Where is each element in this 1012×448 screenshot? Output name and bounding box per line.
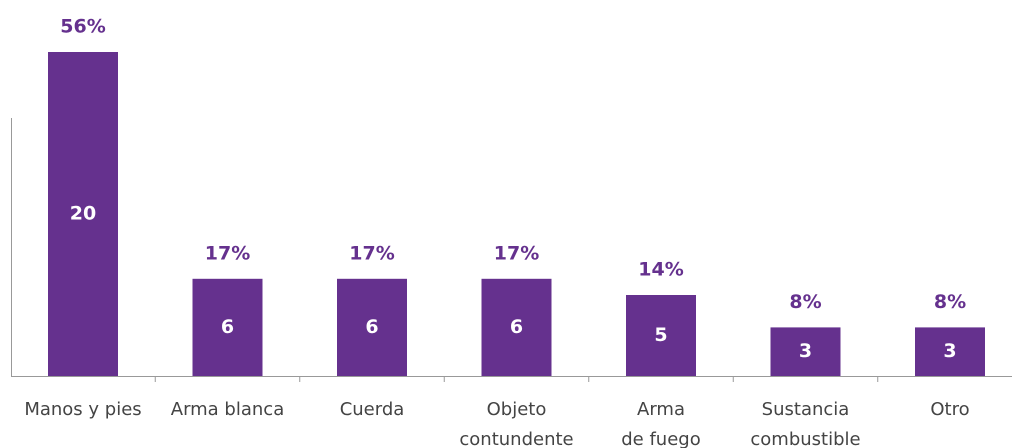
x-tick-label: Arma: [637, 399, 685, 420]
x-tick-label: contundente: [459, 429, 573, 448]
percent-label: 8%: [934, 291, 966, 313]
bar-count-label: 5: [654, 324, 667, 346]
bar: [192, 278, 263, 376]
x-tick-label: Otro: [930, 399, 969, 420]
percent-label: 17%: [494, 242, 539, 264]
bar-count-label: 6: [221, 316, 234, 338]
bar: [770, 327, 841, 376]
bar: [915, 327, 985, 376]
x-tick-label: de fuego: [621, 429, 700, 448]
bar-count-label: 3: [943, 340, 956, 362]
bar: [48, 52, 118, 376]
bar: [481, 278, 552, 376]
x-tick-label: Cuerda: [340, 399, 405, 420]
percent-label: 17%: [205, 242, 250, 264]
bar: [337, 278, 407, 376]
percent-label: 17%: [349, 242, 394, 264]
bar: [626, 295, 696, 376]
x-tick-label: Manos y pies: [24, 399, 141, 420]
bar-count-label: 6: [365, 316, 378, 338]
x-tick-label: Arma blanca: [171, 399, 284, 420]
bar-count-label: 3: [799, 340, 812, 362]
bar-count-label: 20: [70, 203, 96, 225]
percent-label: 8%: [789, 291, 821, 313]
x-tick-label: Objeto: [487, 399, 547, 420]
percent-label: 56%: [60, 16, 105, 38]
bar-count-label: 6: [510, 316, 523, 338]
percent-label: 14%: [638, 259, 683, 281]
x-tick-label: Sustancia: [762, 399, 850, 420]
x-tick-label: combustible: [750, 429, 860, 448]
